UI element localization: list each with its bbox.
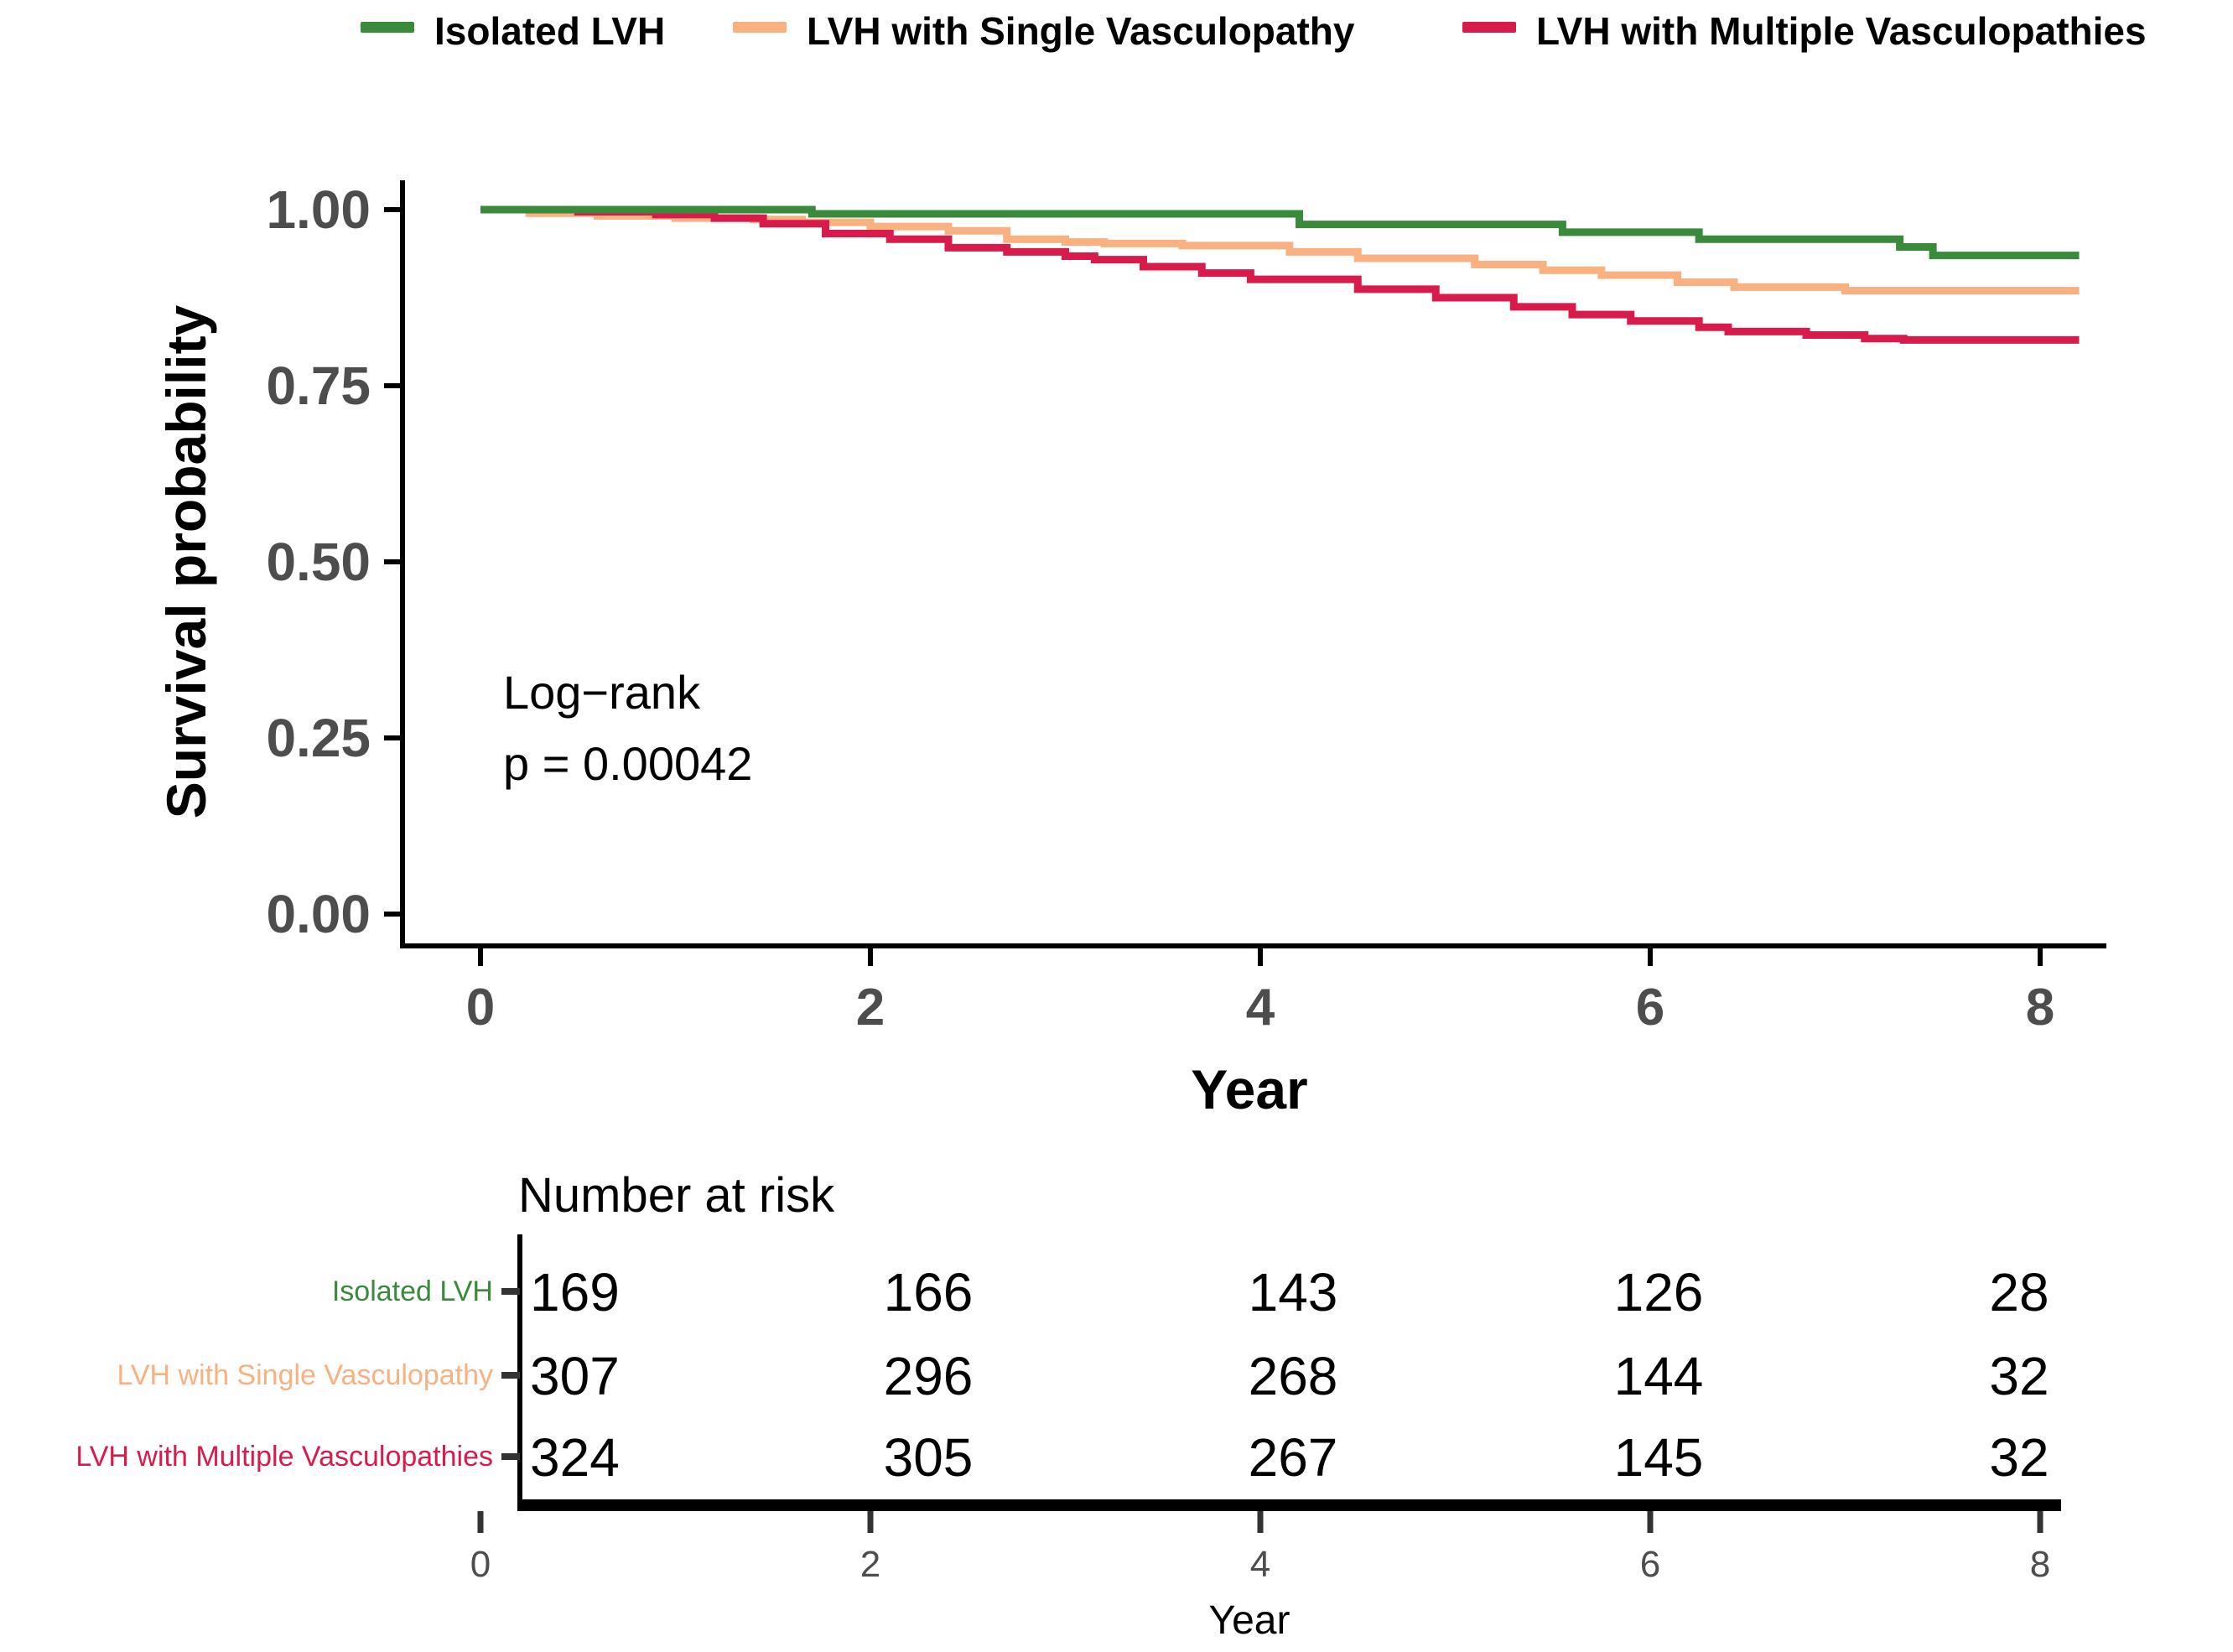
legend-label-multiple-vasculopathies: LVH with Multiple Vasculopathies: [1536, 9, 2147, 53]
risk-row-label-single-vasculopathy: LVH with Single Vasculopathy: [117, 1359, 493, 1391]
logrank-annotation: Log−rank p = 0.00042: [503, 666, 752, 790]
risk-value: 296: [884, 1346, 974, 1406]
risk-x-tick-label-2: 2: [860, 1544, 880, 1585]
x-tick-label-0: 0: [466, 979, 495, 1036]
risk-value: 28: [1989, 1262, 2049, 1322]
legend-label-single-vasculopathy: LVH with Single Vasculopathy: [807, 9, 1355, 53]
risk-value: 32: [1989, 1427, 2049, 1488]
risk-value: 126: [1614, 1262, 1704, 1322]
logrank-label: Log−rank: [503, 666, 701, 719]
risk-x-tick-label-6: 6: [1640, 1544, 1660, 1585]
risk-value: 324: [530, 1427, 620, 1488]
risk-value: 267: [1249, 1427, 1338, 1488]
risk-row-label-multiple-vasculopathies: LVH with Multiple Vasculopathies: [75, 1441, 493, 1473]
x-tick-label-2: 2: [856, 979, 885, 1036]
legend-swatch-isolated-lvh: [361, 22, 414, 33]
y-tick-label-025: 0.25: [266, 708, 371, 768]
legend-swatch-single-vasculopathy: [733, 22, 787, 33]
x-tick-label-4: 4: [1246, 979, 1275, 1036]
x-tick-label-6: 6: [1636, 979, 1664, 1036]
risk-x-tick-label-0: 0: [470, 1544, 491, 1585]
risk-table-title: Number at risk: [518, 1168, 835, 1223]
legend: Isolated LVH LVH with Single Vasculopath…: [361, 9, 2147, 53]
y-tick-label-075: 0.75: [266, 356, 371, 416]
risk-value: 143: [1249, 1262, 1338, 1322]
y-tick-label-050: 0.50: [266, 532, 371, 592]
curve-isolated-lvh: [480, 205, 2080, 260]
risk-value: 32: [1989, 1346, 2049, 1406]
risk-table: Number at risk Isolated LVH LVH with Sin…: [75, 1168, 2061, 1643]
risk-x-tick-label-4: 4: [1250, 1544, 1270, 1585]
curve-multiple-vasculopathies: [480, 205, 2080, 344]
y-tick-label-100: 1.00: [266, 179, 371, 240]
x-axis-title: Year: [1191, 1058, 1307, 1120]
risk-value: 169: [530, 1262, 620, 1322]
risk-row-label-isolated-lvh: Isolated LVH: [332, 1275, 493, 1307]
y-axis-title: Survival probability: [155, 304, 217, 818]
x-tick-label-8: 8: [2026, 979, 2054, 1036]
legend-label-isolated-lvh: Isolated LVH: [434, 9, 665, 53]
risk-value: 305: [884, 1427, 974, 1488]
logrank-pvalue: p = 0.00042: [503, 737, 752, 790]
risk-value: 307: [530, 1346, 620, 1406]
risk-value: 144: [1614, 1346, 1704, 1406]
risk-value: 166: [884, 1262, 974, 1322]
risk-value: 268: [1249, 1346, 1338, 1406]
risk-x-axis-title: Year: [1209, 1598, 1290, 1643]
risk-x-tick-label-8: 8: [2030, 1544, 2050, 1585]
y-tick-label-000: 0.00: [266, 884, 371, 944]
risk-value: 145: [1614, 1427, 1704, 1488]
legend-swatch-multiple-vasculopathies: [1462, 22, 1516, 33]
survival-curves: [480, 205, 2080, 344]
main-plot-axes: 1.00 0.75 0.50 0.25 0.00 0 2 4 6 8 Year …: [155, 179, 2106, 1120]
